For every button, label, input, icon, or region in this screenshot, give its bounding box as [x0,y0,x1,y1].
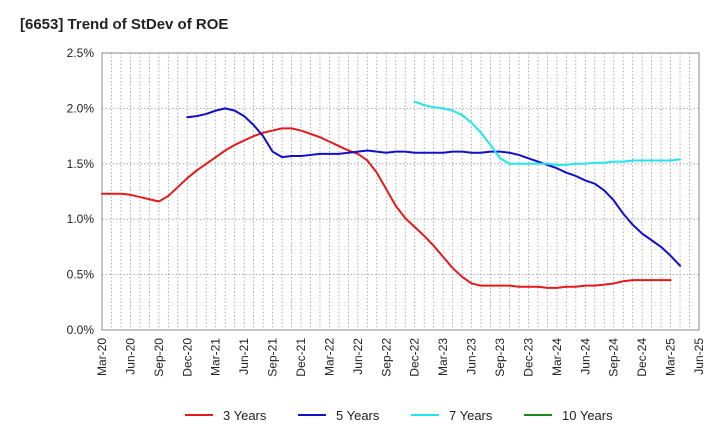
x-tick-label: Dec-22 [408,338,422,377]
x-tick-label: Mar-21 [209,338,223,376]
plot-area [102,53,699,330]
x-tick-label: Sep-23 [493,338,507,377]
x-tick-label: Dec-21 [294,338,308,377]
plot-frame [101,52,700,331]
series-layer [101,100,682,289]
x-tick-label: Jun-24 [578,338,592,375]
legend-label-5-years: 5 Years [336,408,380,423]
x-tick-label: Dec-24 [635,338,649,377]
series-line-5-years [186,107,682,267]
axis-layer: 0.0% 0.5% 1.0% 1.5% 2.0% 2.5% Mar-20 Jun-20 Sep-… [67,46,706,377]
series-line-7-years [413,100,682,166]
y-tick-label: 0.5% [67,268,95,282]
x-tick-label: Mar-25 [664,338,678,376]
y-tick-label: 1.5% [67,157,95,171]
legend-layer: 3 Years 5 Years 7 Years 10 Years [185,408,613,423]
x-tick-label: Mar-24 [550,338,564,376]
x-tick-label: Sep-20 [152,338,166,377]
y-tick-label: 2.5% [67,46,95,60]
x-tick-label: Dec-20 [180,338,194,377]
x-tick-label: Mar-22 [322,338,336,376]
x-tick-label: Jun-22 [351,338,365,375]
x-tick-label: Jun-20 [123,338,137,375]
x-tick-label: Mar-20 [95,338,109,376]
x-tick-label: Mar-23 [436,338,450,376]
y-tick-label: 1.0% [67,212,95,226]
x-tick-label: Dec-23 [521,338,535,377]
series-line-3-years [101,127,672,289]
x-tick-label: Sep-22 [379,338,393,377]
legend-label-10-years: 10 Years [562,408,613,423]
x-tick-label: Sep-21 [266,338,280,377]
x-tick-label: Sep-24 [607,338,621,377]
chart-title: [6653] Trend of StDev of ROE [20,16,229,33]
y-tick-label: 2.0% [67,101,95,115]
x-tick-label: Jun-25 [692,338,706,375]
y-tick-label: 0.0% [67,323,95,337]
legend-label-7-years: 7 Years [449,408,493,423]
x-tick-label: Jun-23 [465,338,479,375]
legend-label-3-years: 3 Years [223,408,267,423]
x-tick-label: Jun-21 [237,338,251,375]
